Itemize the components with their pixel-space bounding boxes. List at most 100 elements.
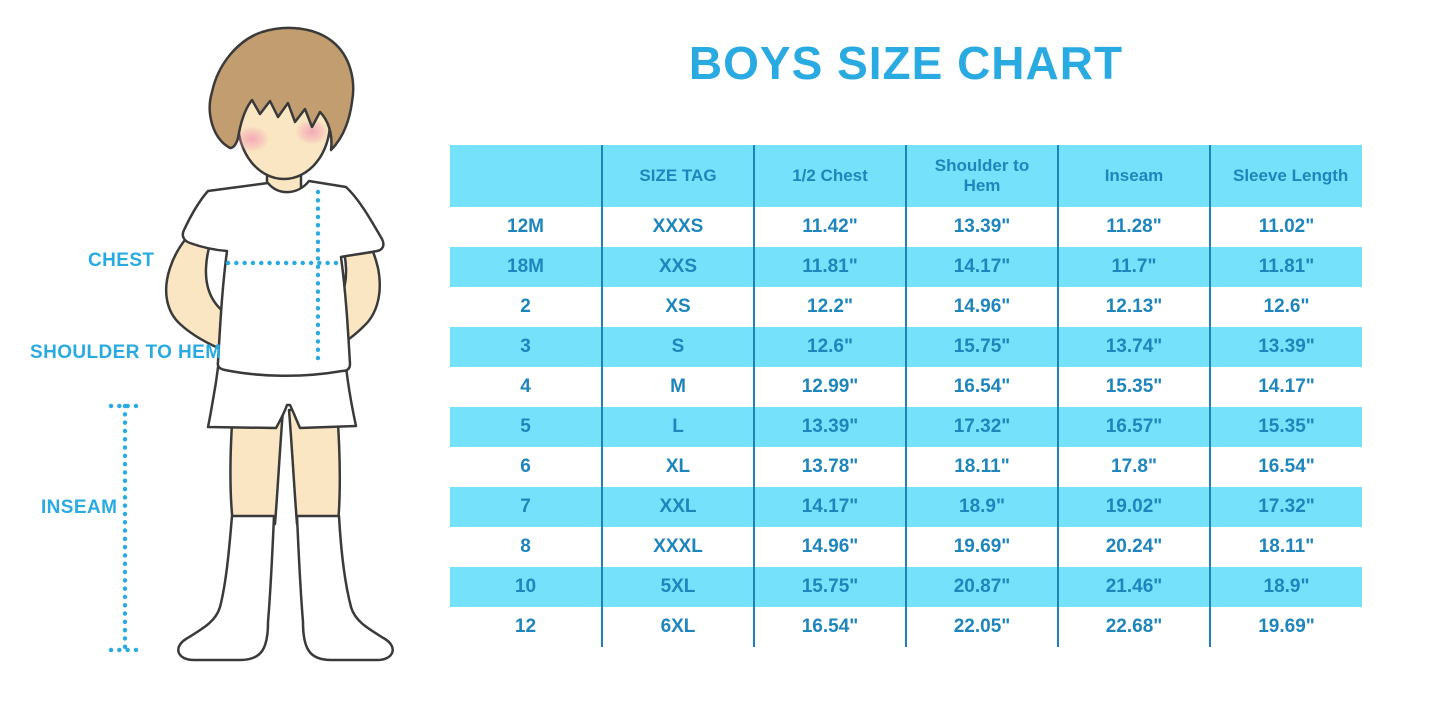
table-cell: 14.17"	[1258, 376, 1315, 397]
table-cell: 3	[450, 327, 603, 367]
table-cell: 13.78"	[754, 447, 907, 487]
table-cell: 4	[450, 367, 603, 407]
table-cell: XXXL	[602, 527, 755, 567]
table-cell: 5	[450, 407, 603, 447]
table-cell: 22.68"	[1058, 607, 1211, 647]
table-cell: 12.6"	[1263, 296, 1310, 317]
table-cell: XS	[602, 287, 755, 327]
boy-right-blush	[295, 119, 329, 145]
table-cell: S	[602, 327, 755, 367]
table-cell: 19.69"	[1258, 616, 1315, 637]
table-cell: XXL	[602, 487, 755, 527]
table-cell: L	[602, 407, 755, 447]
table-cell: 15.35"	[1210, 407, 1362, 447]
table-row: 2 XS 12.2" 14.96" 12.13" 12.6"	[450, 287, 1362, 327]
measurement-figure-panel: CHEST SHOULDER TO HEM INSEAM	[0, 0, 450, 723]
boy-shorts	[206, 358, 358, 430]
size-table-body: 12M XXXS 11.42" 13.39" 11.28" 11.02" 18M XXS 11.…	[450, 207, 1362, 647]
table-row: 4 M 12.99" 16.54" 15.35" 14.17"	[450, 367, 1362, 407]
table-cell: 2	[450, 287, 603, 327]
table-cell: 13.74"	[1058, 327, 1211, 367]
table-cell: XXXS	[602, 207, 755, 247]
table-cell: 19.02"	[1058, 487, 1211, 527]
table-cell: 12	[450, 607, 603, 647]
header-row: SIZE TAG 1/2 Chest Shoulder to Hem Inseam Sl…	[450, 145, 1362, 207]
table-row: 8 XXXL 14.96" 19.69" 20.24" 18.11"	[450, 527, 1362, 567]
table-cell: 18.9"	[906, 487, 1059, 527]
table-cell: 20.87"	[906, 567, 1059, 607]
shoulder-to-hem-label: SHOULDER TO HEM	[30, 342, 222, 363]
table-cell: 16.54"	[906, 367, 1059, 407]
table-cell: 17.8"	[1058, 447, 1211, 487]
chest-label: CHEST	[88, 250, 155, 271]
table-row: 12M XXXS 11.42" 13.39" 11.28" 11.02"	[450, 207, 1362, 247]
table-cell: 18M	[450, 247, 603, 287]
table-cell: 14.96"	[906, 287, 1059, 327]
table-cell: 15.35"	[1058, 367, 1211, 407]
table-cell: 18.9"	[1210, 567, 1362, 607]
table-cell: 17.32"	[906, 407, 1059, 447]
table-cell: 17.32"	[1210, 487, 1362, 527]
boy-illustration	[108, 26, 394, 662]
table-row: 3 S 12.6" 15.75" 13.74" 13.39"	[450, 327, 1362, 367]
table-cell: 11.42"	[754, 207, 907, 247]
table-cell: 6XL	[602, 607, 755, 647]
table-row: 18M XXS 11.81" 14.17" 11.7" 11.81"	[450, 247, 1362, 287]
column-header-sleeve-length: Sleeve Length	[1210, 145, 1362, 207]
table-cell: M	[602, 367, 755, 407]
table-cell: 12.2"	[754, 287, 907, 327]
page-title: BOYS SIZE CHART	[688, 37, 1124, 89]
table-cell: 15.75"	[754, 567, 907, 607]
table-row: 6 XL 13.78" 18.11" 17.8" 16.54"	[450, 447, 1362, 487]
boy-tshirt	[181, 179, 385, 378]
table-cell: 15.75"	[906, 327, 1059, 367]
boy-right-sock	[295, 514, 394, 662]
table-cell: 14.96"	[754, 527, 907, 567]
table-cell: 12.6"	[754, 327, 907, 367]
table-cell: 19.69"	[906, 527, 1059, 567]
boy-left-leg	[229, 406, 285, 526]
table-cell: 11.81"	[1210, 247, 1362, 287]
table-cell: XL	[602, 447, 755, 487]
table-cell: 12.13"	[1058, 287, 1211, 327]
table-cell: 11.81"	[754, 247, 907, 287]
table-cell: 22.05"	[906, 607, 1059, 647]
column-header-1-2-chest: 1/2 Chest	[754, 145, 907, 207]
table-cell: 5XL	[602, 567, 755, 607]
table-cell: 16.54"	[1258, 456, 1315, 477]
boy-left-sock	[177, 514, 276, 662]
table-cell: 6	[450, 447, 603, 487]
table-cell: 13.39"	[1210, 327, 1362, 367]
table-cell: 11.02"	[1258, 216, 1315, 237]
table-cell: 16.54"	[754, 607, 907, 647]
table-cell: XXS	[602, 247, 755, 287]
table-cell: 18.11"	[906, 447, 1059, 487]
table-cell: 11.7"	[1058, 247, 1211, 287]
table-row: 5 L 13.39" 17.32" 16.57" 15.35"	[450, 407, 1362, 447]
size-chart-table: SIZE TAG 1/2 Chest Shoulder to Hem Inseam Sl…	[450, 145, 1362, 647]
table-cell: 14.17"	[906, 247, 1059, 287]
table-cell: 11.28"	[1058, 207, 1211, 247]
inseam-label: INSEAM	[41, 497, 118, 518]
table-cell: 10	[450, 567, 603, 607]
column-header-shoulder-to-hem: Shoulder to Hem	[906, 145, 1059, 207]
table-cell: 7	[450, 487, 603, 527]
boy-left-arm	[164, 214, 234, 354]
table-cell: 12.99"	[754, 367, 907, 407]
table-cell: 13.39"	[754, 407, 907, 447]
table-cell: 13.39"	[906, 207, 1059, 247]
table-cell: 8	[450, 527, 603, 567]
table-cell: 20.24"	[1058, 527, 1211, 567]
table-cell: 16.57"	[1058, 407, 1211, 447]
column-header-size-tag: SIZE TAG	[602, 145, 755, 207]
table-cell: 12M	[450, 207, 603, 247]
size-table-header: SIZE TAG 1/2 Chest Shoulder to Hem Inseam Sl…	[450, 145, 1362, 207]
table-row: 7 XXL 14.17" 18.9" 19.02" 17.32"	[450, 487, 1362, 527]
table-cell: 21.46"	[1058, 567, 1211, 607]
size-chart-panel: BOYS SIZE CHART SIZE TAG 1/2 Chest Shoulde…	[450, 0, 1362, 723]
table-row: 12 6XL 16.54" 22.05" 22.68" 19.69"	[450, 607, 1362, 647]
boy-hair	[208, 26, 355, 152]
column-header-size	[450, 145, 603, 207]
table-cell: 18.11"	[1258, 536, 1315, 557]
